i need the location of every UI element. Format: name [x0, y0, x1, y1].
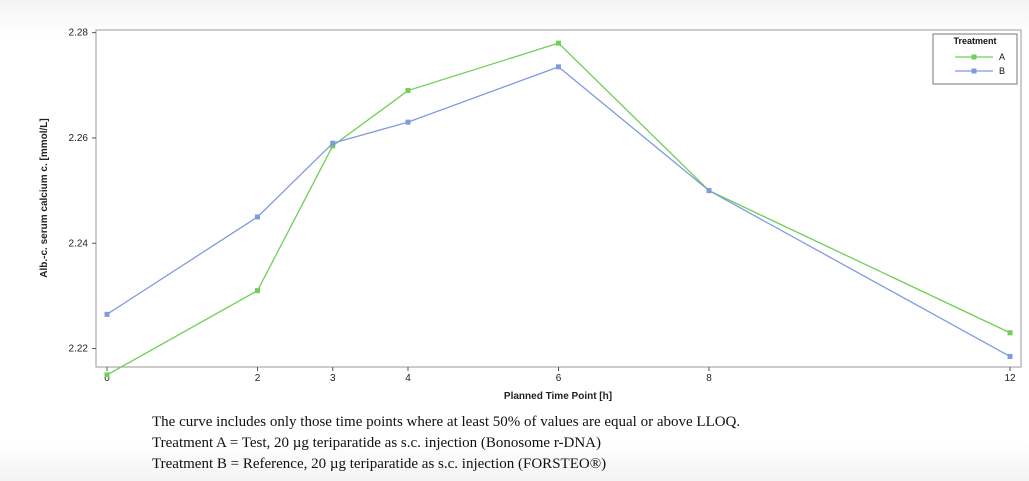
y-tick-label: 2.26	[69, 133, 89, 144]
data-point-b	[706, 188, 712, 194]
x-tick-label: 12	[1004, 373, 1016, 384]
legend-title: Treatment	[953, 36, 996, 46]
legend-swatch-marker	[971, 54, 977, 60]
note-treatment-a: Treatment A = Test, 20 µg teriparatide a…	[152, 435, 602, 451]
legend-entry-b: B	[999, 66, 1005, 76]
note-treatment-b: Treatment B = Reference, 20 µg teriparat…	[152, 456, 607, 472]
y-tick-label: 2.24	[69, 238, 89, 249]
x-axis-title: Planned Time Point [h]	[504, 391, 612, 402]
x-tick-label: 6	[556, 373, 562, 384]
data-point-b	[556, 64, 561, 70]
data-point-b	[255, 214, 260, 220]
y-axis-title: Alb.-c. serum calcium c. [mmol/L]	[39, 118, 50, 277]
x-tick-label: 2	[255, 373, 261, 384]
legend-swatch-marker	[971, 68, 977, 74]
data-point-a	[255, 288, 260, 294]
data-point-b	[1007, 353, 1013, 359]
data-point-a	[1007, 330, 1013, 336]
plot-frame	[95, 29, 1022, 368]
data-point-b	[104, 311, 110, 317]
figure-notes: The curve includes only those time point…	[152, 412, 1012, 475]
y-tick-label: 2.28	[69, 28, 89, 39]
data-point-a	[330, 143, 336, 149]
x-tick-label: 3	[330, 373, 336, 384]
data-point-b	[405, 119, 411, 125]
data-point-a	[405, 88, 411, 94]
x-tick-label: 8	[706, 373, 712, 384]
data-point-a	[556, 40, 561, 46]
data-point-a	[104, 372, 110, 378]
legend-entry-a: A	[999, 52, 1005, 62]
x-tick-label: 4	[405, 373, 411, 384]
note-lloq: The curve includes only those time point…	[152, 414, 741, 430]
x-tick-label: 0	[104, 373, 110, 384]
y-tick-label: 2.22	[69, 344, 89, 355]
data-point-b	[330, 140, 336, 146]
